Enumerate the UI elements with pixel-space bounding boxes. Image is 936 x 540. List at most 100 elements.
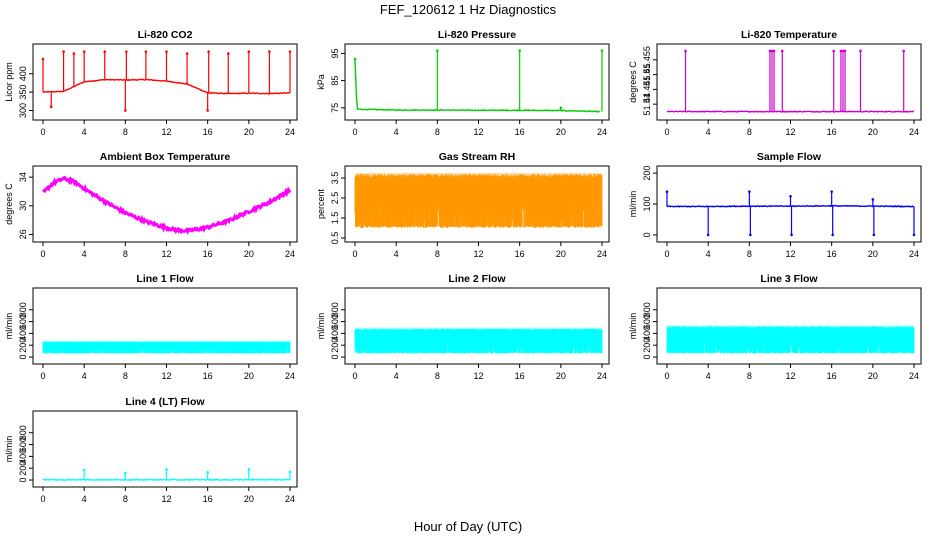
li-820-temperature-x-tick-label: 20: [868, 127, 878, 137]
gas-stream-rh-band: [354, 174, 603, 228]
line-3-flow-x-tick-label: 16: [827, 371, 837, 381]
line-2-flow-x-tick-label: 16: [515, 371, 525, 381]
line-1-flow-frame: [32, 287, 298, 365]
gas-stream-rh-x-tick-label: 20: [556, 249, 566, 259]
line-1-flow-title: Line 1 Flow: [136, 273, 194, 285]
li-820-temperature-x-tick-label: 4: [706, 127, 711, 137]
sample-flow-spike-point-7: [831, 233, 834, 237]
ambient-box-temperature-y-tick-label: 34: [18, 172, 28, 182]
li-820-co2-spike-point-11: [206, 109, 209, 112]
line-2-flow-title: Line 2 Flow: [448, 273, 506, 285]
li-820-temperature-spike-point-3: [772, 49, 776, 53]
sample-flow-title: Sample Flow: [757, 151, 822, 163]
ambient-box-temperature-frame: [32, 165, 298, 243]
li-820-co2-spike-point-15: [268, 50, 271, 53]
line-2-flow-y-tick-label: 400: [330, 326, 340, 341]
line-3-flow-data: [666, 325, 915, 354]
ambient-box-temperature-y-tick-label: 26: [18, 229, 28, 239]
line-2-flow-x-tick-label: 20: [556, 371, 566, 381]
li-820-co2-spike-point-1: [49, 105, 53, 109]
gas-stream-rh-frame: [344, 165, 610, 243]
line-2-flow-x-axis: 0 4 8 12 16 20 24: [352, 364, 607, 381]
line-4-lt-flow-x-axis: 0 4 8 12 16 20 24: [40, 487, 295, 504]
sample-flow-spike-point-1: [706, 233, 710, 237]
ambient-box-temperature-title: Ambient Box Temperature: [100, 151, 231, 163]
line-1-flow-x-axis: 0 4 8 12 16 20 24: [40, 364, 295, 381]
line-2-flow-y-tick-label: 600: [330, 314, 340, 329]
sample-flow-x-tick-label: 0: [664, 249, 669, 259]
li-820-temperature-y-tick-label: 51.445: [642, 76, 652, 104]
ambient-box-temperature-data: [42, 175, 292, 236]
li-820-co2-data: [41, 50, 292, 112]
line-1-flow-y-tick-label: 400: [18, 326, 28, 341]
li-820-temperature-spike-point-5: [832, 49, 836, 53]
line-1-flow-y-tick-label: 800: [18, 302, 28, 317]
li-820-pressure-x-tick-label: 20: [556, 127, 566, 137]
li-820-pressure-spike-point-2: [518, 49, 521, 53]
line-2-flow-y-tick-label: 200: [330, 338, 340, 353]
li-820-temperature-title: Li-820 Temperature: [741, 29, 837, 41]
line-3-flow-y-label: ml/min: [628, 313, 638, 340]
line-3-flow-y-tick-label: 600: [642, 314, 652, 329]
gas-stream-rh-y-label: percent: [316, 188, 326, 219]
gas-stream-rh-band-fill: [355, 173, 602, 227]
li-820-temperature-x-tick-label: 12: [785, 127, 795, 137]
li-820-co2-spike-point-10: [185, 52, 189, 55]
line-4-lt-flow-x-tick-label: 8: [123, 494, 128, 504]
li-820-co2-x-tick-label: 12: [161, 127, 171, 137]
li-820-temperature-x-tick-label: 0: [664, 127, 669, 137]
line-4-lt-flow-y-tick-label: 0: [18, 478, 28, 483]
line-2-flow-data: [354, 327, 603, 354]
sample-flow-x-axis: 0 4 8 12 16 20 24: [664, 242, 919, 259]
li-820-temperature-x-tick-label: 8: [747, 127, 752, 137]
panel-ambient-box-temperature: Ambient Box Temperature 0 4 8 12 16 20 24 26 30 34…: [4, 151, 298, 259]
li-820-temperature-spike-point-4: [780, 49, 784, 53]
line-4-lt-flow-x-tick-label: 4: [82, 494, 87, 504]
li-820-co2-spike-point-12: [207, 50, 210, 53]
li-820-co2-spike-point-5: [103, 50, 107, 53]
figure-title: FEF_120612 1 Hz Diagnostics: [380, 2, 557, 17]
line-4-lt-flow-frame: [32, 410, 298, 488]
gas-stream-rh-title: Gas Stream RH: [439, 151, 515, 163]
li-820-temperature-spike-point-9: [859, 49, 862, 53]
li-820-co2-y-tick-label: 300: [18, 103, 28, 118]
line-4-lt-flow-title: Line 4 (LT) Flow: [125, 396, 205, 408]
li-820-co2-spike-point-6: [124, 109, 127, 112]
li-820-temperature-spike-point-2: [770, 49, 774, 53]
line-3-flow-y-tick-label: 800: [642, 302, 652, 317]
li-820-co2-spike-point-8: [144, 50, 148, 53]
line-1-flow-y-tick-label: 600: [18, 314, 28, 329]
li-820-pressure-frame: [344, 43, 610, 121]
line-4-lt-flow-y-tick-label: 600: [18, 437, 28, 452]
line-3-flow-band: [666, 326, 915, 354]
li-820-co2-spike-point-3: [72, 52, 76, 55]
sample-flow-spike-point-5: [790, 233, 793, 237]
li-820-pressure-spike-point-1: [436, 49, 439, 53]
line-2-flow-y-label: ml/min: [316, 313, 326, 340]
line-2-flow-x-tick-label: 12: [473, 371, 483, 381]
ambient-box-temperature-x-tick-label: 8: [123, 249, 128, 259]
sample-flow-x-tick-label: 8: [747, 249, 752, 259]
li-820-pressure-x-tick-label: 12: [473, 127, 483, 137]
ambient-box-temperature-y-axis: 26 30 34: [18, 172, 33, 239]
sample-flow-x-tick-label: 16: [827, 249, 837, 259]
li-820-pressure-series-0: [354, 61, 600, 113]
li-820-co2-spike-point-2: [62, 50, 65, 53]
sample-flow-frame: [656, 165, 922, 243]
li-820-co2-y-tick-label: 350: [18, 85, 28, 100]
ambient-box-temperature-series-0: [42, 175, 292, 236]
line-4-lt-flow-x-tick-label: 12: [161, 494, 171, 504]
li-820-temperature-spike-point-10: [902, 49, 906, 53]
li-820-pressure-y-tick-label: 85: [330, 76, 340, 86]
gas-stream-rh-x-tick-label: 12: [473, 249, 483, 259]
panel-li-820-pressure: Li-820 Pressure 0 4 8 12 16 20 24 75 85 95 kPa: [316, 29, 610, 137]
sample-flow-spike-point-10: [912, 233, 916, 237]
li-820-pressure-data: [353, 49, 604, 113]
line-4-lt-flow-spike-point-2: [165, 468, 168, 471]
line-2-flow-band: [354, 328, 603, 354]
line-4-lt-flow-y-label: ml/min: [4, 436, 14, 463]
li-820-co2-spike-point-16: [288, 50, 292, 53]
